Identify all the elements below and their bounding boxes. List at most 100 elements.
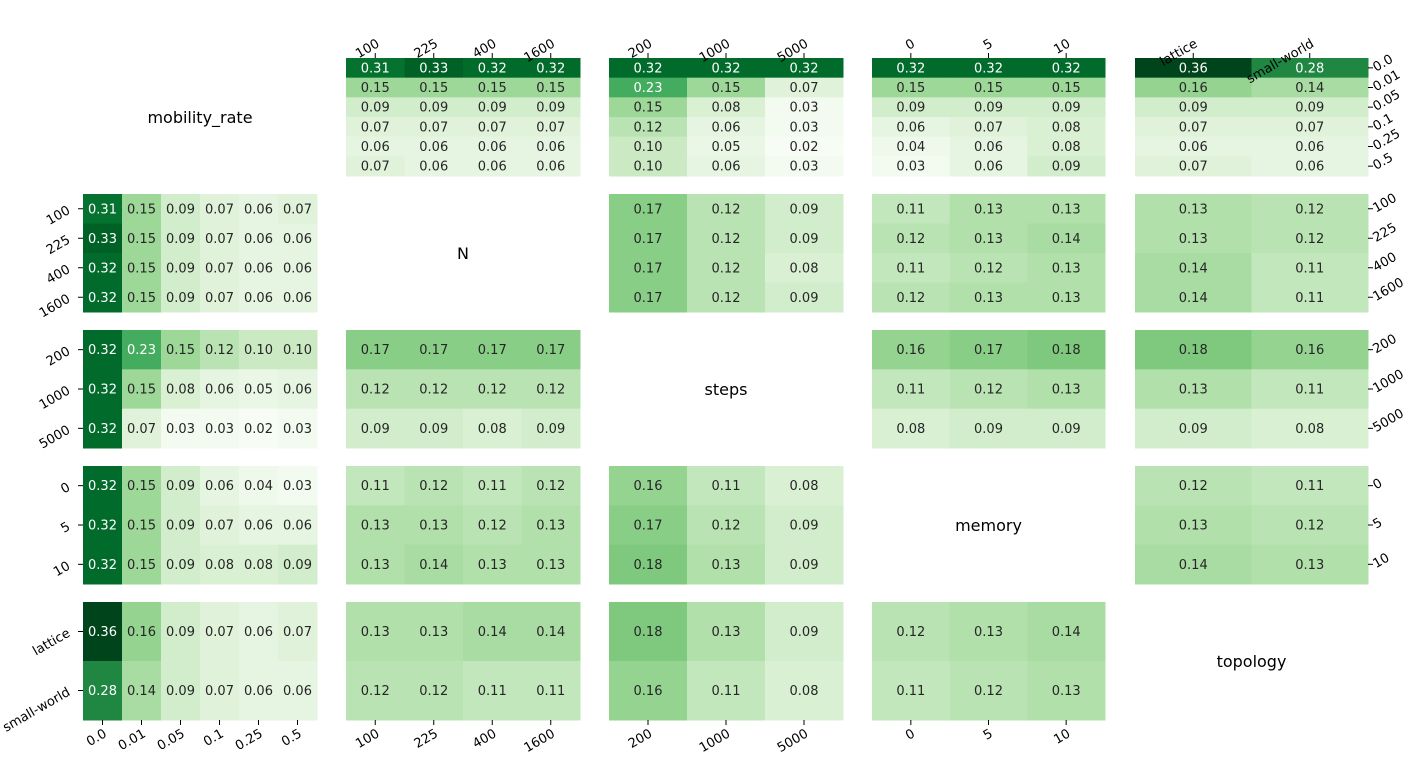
heatmap-cell (609, 117, 688, 138)
cell-value-label: 0.09 (283, 558, 312, 573)
cell-value-label: 0.12 (896, 232, 925, 247)
heatmap-cell (609, 282, 688, 313)
cell-value-label: 0.05 (712, 140, 741, 155)
cell-value-label: 0.14 (536, 625, 565, 640)
cell-value-label: 0.03 (896, 160, 925, 175)
tick-label: 0.5 (1371, 150, 1396, 173)
cell-value-label: 0.11 (896, 202, 925, 217)
cell-value-label: 0.06 (1295, 140, 1324, 155)
cell-value-label: 0.12 (712, 202, 741, 217)
cell-value-label: 0.07 (205, 519, 234, 534)
cell-value-label: 0.18 (634, 558, 663, 573)
cell-value-label: 0.18 (1052, 343, 1081, 358)
cell-value-label: 0.06 (419, 140, 448, 155)
heatmap-cell (346, 136, 405, 157)
heatmap-cell (872, 77, 951, 98)
cell-value-label: 0.06 (536, 160, 565, 175)
cell-value-label: 0.12 (419, 684, 448, 699)
heatmap-cell (1135, 253, 1252, 283)
cell-value-label: 0.15 (127, 558, 156, 573)
heatmap-cell (521, 466, 581, 506)
heatmap-cell (83, 544, 123, 585)
cell-value-label: 0.15 (127, 291, 156, 306)
heatmap-cell (404, 466, 464, 506)
cell-value-label: 0.12 (361, 383, 390, 398)
heatmap-cell (200, 544, 240, 585)
cell-value-label: 0.02 (244, 422, 273, 437)
heatmap-cell (1135, 77, 1252, 98)
heatmap-cell (1027, 58, 1106, 79)
cell-value-label: 0.07 (205, 291, 234, 306)
heatmap-cell (161, 505, 201, 546)
heatmap-cell (765, 253, 844, 283)
heatmap-cell (1027, 223, 1106, 254)
heatmap-cell (346, 602, 405, 662)
heatmap-cell (346, 544, 405, 585)
cell-value-label: 0.28 (1295, 61, 1324, 76)
cell-value-label: 0.15 (634, 101, 663, 116)
heatmap-cell (463, 602, 522, 662)
cell-value-label: 0.15 (1052, 81, 1081, 96)
cell-value-label: 0.09 (536, 101, 565, 116)
cell-value-label: 0.32 (88, 343, 117, 358)
tick-label: 400 (1371, 250, 1400, 275)
heatmap-cell (1027, 408, 1106, 449)
heatmap-cell (687, 58, 766, 79)
cell-value-label: 0.06 (244, 291, 273, 306)
cell-value-label: 0.09 (166, 291, 195, 306)
cell-value-label: 0.11 (478, 684, 507, 699)
cell-value-label: 0.09 (1052, 101, 1081, 116)
heatmap-cell (1135, 505, 1252, 546)
heatmap-cell (1251, 156, 1369, 177)
heatmap-cell (609, 58, 688, 79)
cell-value-label: 0.36 (1179, 61, 1208, 76)
cell-value-label: 0.07 (127, 422, 156, 437)
heatmap-cell (1251, 136, 1369, 157)
heatmap-cell (687, 505, 766, 546)
cell-value-label: 0.06 (244, 261, 273, 276)
cell-value-label: 0.06 (244, 202, 273, 217)
heatmap-cell (346, 156, 405, 177)
cell-value-label: 0.09 (1179, 101, 1208, 116)
cell-value-label: 0.06 (419, 160, 448, 175)
cell-value-label: 0.13 (712, 625, 741, 640)
heatmap-cell (404, 58, 464, 79)
heatmap-cell (1251, 77, 1369, 98)
cell-value-label: 0.13 (478, 558, 507, 573)
heatmap-cell (1251, 58, 1369, 79)
heatmap-cell (404, 505, 464, 546)
cell-value-label: 0.03 (166, 422, 195, 437)
cell-value-label: 0.36 (88, 625, 117, 640)
heatmap-cell (609, 194, 688, 224)
cell-value-label: 0.13 (419, 625, 448, 640)
cell-value-label: 0.12 (361, 684, 390, 699)
cell-value-label: 0.13 (1179, 232, 1208, 247)
heatmap-cell (122, 408, 162, 449)
tick-label: 5000 (775, 726, 811, 756)
heatmap-cell (872, 58, 951, 79)
cell-value-label: 0.15 (419, 81, 448, 96)
heatmap-cell (521, 97, 581, 118)
heatmap-cell (687, 661, 766, 721)
heatmap-cell (463, 58, 522, 79)
heatmap-cell (122, 369, 162, 410)
heatmap-cell (346, 97, 405, 118)
tick-label: 100 (1371, 191, 1400, 216)
cell-value-label: 0.07 (1295, 120, 1324, 135)
cell-value-label: 0.12 (712, 261, 741, 276)
tick-label: 100 (353, 726, 382, 751)
cell-value-label: 0.07 (205, 232, 234, 247)
cell-value-label: 0.09 (419, 422, 448, 437)
heatmap-cell (1251, 97, 1369, 118)
heatmap-cell (1135, 544, 1252, 585)
heatmap-cell (463, 77, 522, 98)
heatmap-cell (122, 282, 162, 313)
heatmap-cell (278, 544, 318, 585)
heatmap-cell (1027, 369, 1106, 410)
heatmap-cell (83, 466, 123, 506)
heatmap-cell (765, 505, 844, 546)
cell-value-label: 0.18 (634, 625, 663, 640)
heatmap-cell (83, 330, 123, 370)
heatmap-cell (346, 661, 405, 721)
heatmap-cell (1027, 661, 1106, 721)
